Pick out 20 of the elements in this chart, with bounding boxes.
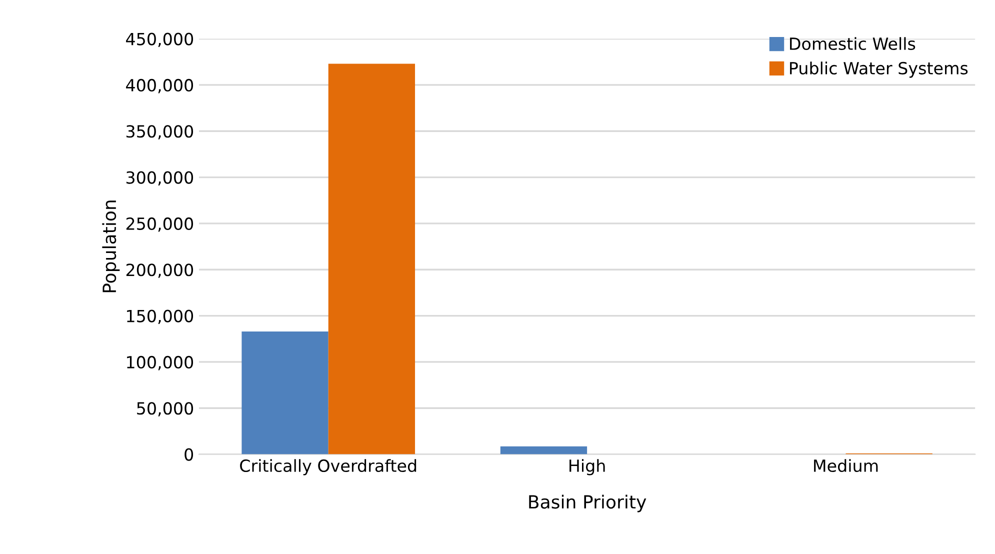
legend-label: Domestic Wells <box>790 37 916 50</box>
y-tick-label: 0 <box>184 448 194 461</box>
y-tick-label: 300,000 <box>126 171 194 186</box>
y-tick-label: 150,000 <box>127 310 194 324</box>
x-tick-label: Medium <box>814 459 878 472</box>
y-tick-label: 200,000 <box>126 264 194 278</box>
y-tick-label: 450,000 <box>126 32 194 48</box>
x-axis-title: Basin Priority <box>529 494 646 512</box>
x-tick-label: High <box>570 459 605 476</box>
legend-label: Public Water Systems <box>790 62 968 78</box>
bar <box>500 446 588 454</box>
bar <box>328 64 416 454</box>
y-tick-label: 350,000 <box>126 125 194 140</box>
bar <box>242 331 328 454</box>
y-tick-label: 50,000 <box>137 402 194 416</box>
y-axis-title: Population <box>102 200 120 292</box>
x-tick-label: Critically Overdrafted <box>240 459 416 476</box>
y-tick-label: 100,000 <box>127 356 194 370</box>
y-tick-label: 250,000 <box>126 217 194 232</box>
y-tick-label: 400,000 <box>126 78 194 94</box>
